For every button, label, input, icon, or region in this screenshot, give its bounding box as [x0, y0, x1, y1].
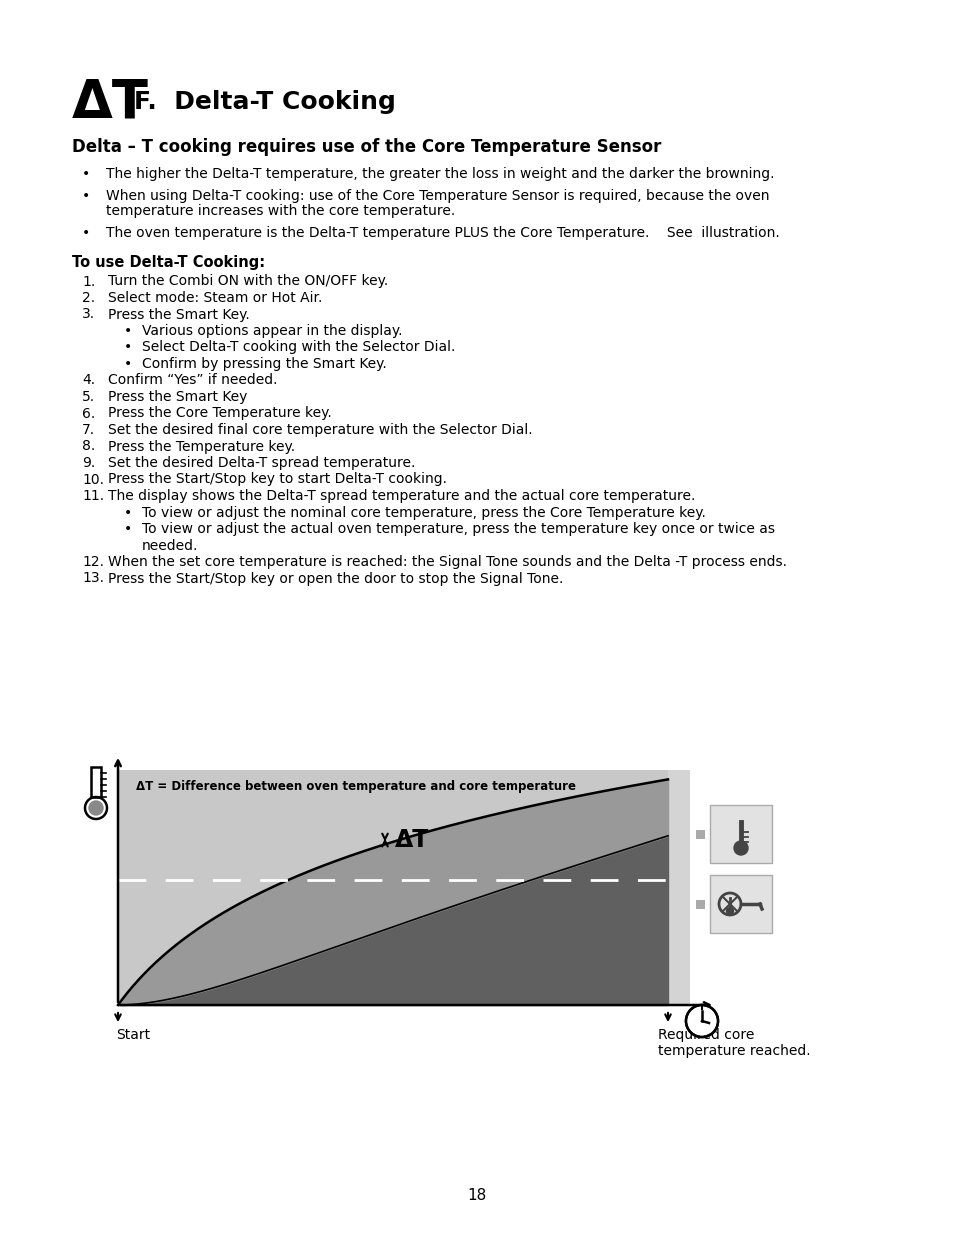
Text: •: •	[124, 357, 132, 370]
Text: When using Delta-T cooking: use of the Core Temperature Sensor is required, beca: When using Delta-T cooking: use of the C…	[106, 189, 769, 203]
Circle shape	[687, 1007, 716, 1035]
Text: Press the Smart Key: Press the Smart Key	[108, 390, 247, 404]
Text: The display shows the Delta-T spread temperature and the actual core temperature: The display shows the Delta-T spread tem…	[108, 489, 695, 503]
Text: 7.: 7.	[82, 424, 95, 437]
Text: Confirm “Yes” if needed.: Confirm “Yes” if needed.	[108, 373, 277, 388]
Text: •: •	[124, 324, 132, 338]
Text: 12.: 12.	[82, 555, 104, 569]
Text: Confirm by pressing the Smart Key.: Confirm by pressing the Smart Key.	[142, 357, 386, 370]
Text: Press the Start/Stop key or open the door to stop the Signal Tone.: Press the Start/Stop key or open the doo…	[108, 572, 563, 585]
Text: 11.: 11.	[82, 489, 104, 503]
Text: 5.: 5.	[82, 390, 95, 404]
Bar	[696, 900, 704, 909]
Text: To view or adjust the actual oven temperature, press the temperature key once or: To view or adjust the actual oven temper…	[142, 522, 774, 536]
Circle shape	[726, 908, 733, 914]
Bar	[709, 805, 771, 863]
Bar	[91, 767, 101, 797]
Text: •: •	[124, 341, 132, 354]
Text: Press the Smart Key.: Press the Smart Key.	[108, 308, 250, 321]
Text: 2.: 2.	[82, 291, 95, 305]
Text: temperature increases with the core temperature.: temperature increases with the core temp…	[106, 205, 455, 219]
Text: •: •	[82, 167, 91, 182]
Bar	[667, 769, 689, 1005]
Text: Press the Start/Stop key to start Delta-T cooking.: Press the Start/Stop key to start Delta-…	[108, 473, 447, 487]
Text: 18: 18	[467, 1188, 486, 1203]
Text: Set the desired final core temperature with the Selector Dial.: Set the desired final core temperature w…	[108, 424, 532, 437]
Text: •: •	[82, 226, 91, 241]
Bar	[118, 769, 689, 1005]
Text: 1.: 1.	[82, 274, 95, 289]
Text: 13.: 13.	[82, 572, 104, 585]
Text: Turn the Combi ON with the ON/OFF key.: Turn the Combi ON with the ON/OFF key.	[108, 274, 388, 289]
Text: The higher the Delta-T temperature, the greater the loss in weight and the darke: The higher the Delta-T temperature, the …	[106, 167, 774, 182]
Text: Press the Core Temperature key.: Press the Core Temperature key.	[108, 406, 332, 420]
Text: 8.: 8.	[82, 440, 95, 453]
Text: To use Delta-T Cooking:: To use Delta-T Cooking:	[71, 254, 265, 269]
Text: Various options appear in the display.: Various options appear in the display.	[142, 324, 402, 338]
Text: needed.: needed.	[142, 538, 198, 552]
Text: Select mode: Steam or Hot Air.: Select mode: Steam or Hot Air.	[108, 291, 322, 305]
Text: To view or adjust the nominal core temperature, press the Core Temperature key.: To view or adjust the nominal core tempe…	[142, 505, 705, 520]
Text: •: •	[82, 189, 91, 203]
Text: Select Delta-T cooking with the Selector Dial.: Select Delta-T cooking with the Selector…	[142, 341, 455, 354]
Text: 3.: 3.	[82, 308, 95, 321]
Text: Required core
temperature reached.: Required core temperature reached.	[658, 1028, 810, 1058]
Text: 10.: 10.	[82, 473, 104, 487]
Text: 4.: 4.	[82, 373, 95, 388]
Bar	[696, 830, 704, 839]
Circle shape	[89, 802, 103, 815]
Text: F.  Delta-T Cooking: F. Delta-T Cooking	[133, 90, 395, 114]
Text: ΔT = Difference between oven temperature and core temperature: ΔT = Difference between oven temperature…	[136, 781, 576, 793]
Text: ΔT: ΔT	[395, 827, 429, 852]
Text: When the set core temperature is reached: the Signal Tone sounds and the Delta -: When the set core temperature is reached…	[108, 555, 786, 569]
Text: 6.: 6.	[82, 406, 95, 420]
Text: Delta – T cooking requires use of the Core Temperature Sensor: Delta – T cooking requires use of the Co…	[71, 138, 660, 156]
Circle shape	[733, 841, 747, 855]
Text: •: •	[124, 505, 132, 520]
Bar	[709, 876, 771, 932]
Text: Start: Start	[116, 1028, 150, 1042]
Text: ΔT: ΔT	[71, 77, 149, 128]
Text: Press the Temperature key.: Press the Temperature key.	[108, 440, 294, 453]
Text: The oven temperature is the Delta-T temperature PLUS the Core Temperature.    Se: The oven temperature is the Delta-T temp…	[106, 226, 779, 241]
Text: Set the desired Delta-T spread temperature.: Set the desired Delta-T spread temperatu…	[108, 456, 415, 471]
Text: •: •	[124, 522, 132, 536]
Text: 9.: 9.	[82, 456, 95, 471]
